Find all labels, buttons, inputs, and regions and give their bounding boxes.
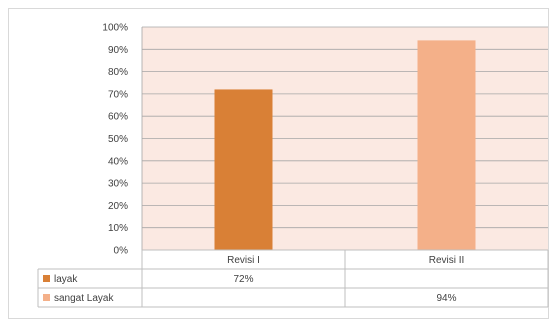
y-tick-label: 100% xyxy=(102,23,128,34)
x-category-label: Revisi II xyxy=(429,255,465,266)
y-tick-label: 50% xyxy=(108,134,128,145)
y-tick-label: 60% xyxy=(108,112,128,123)
y-tick-label: 90% xyxy=(108,45,128,56)
bar-layak-0 xyxy=(214,89,273,250)
legend-label: layak xyxy=(54,274,78,285)
y-tick-label: 80% xyxy=(108,67,128,78)
legend-label: sangat Layak xyxy=(54,293,114,304)
y-tick-label: 0% xyxy=(114,246,129,257)
x-category-label: Revisi I xyxy=(227,255,260,266)
y-tick-label: 30% xyxy=(108,179,128,190)
data-label: 72% xyxy=(233,274,253,285)
legend-swatch-sangat-layak xyxy=(43,294,50,301)
y-tick-label: 40% xyxy=(108,156,128,167)
y-tick-label: 20% xyxy=(108,201,128,212)
data-label: 94% xyxy=(436,293,456,304)
legend-swatch-layak xyxy=(43,275,50,282)
y-tick-label: 10% xyxy=(108,223,128,234)
y-tick-label: 70% xyxy=(108,89,128,100)
bar-sangat-layak-1 xyxy=(417,40,476,250)
